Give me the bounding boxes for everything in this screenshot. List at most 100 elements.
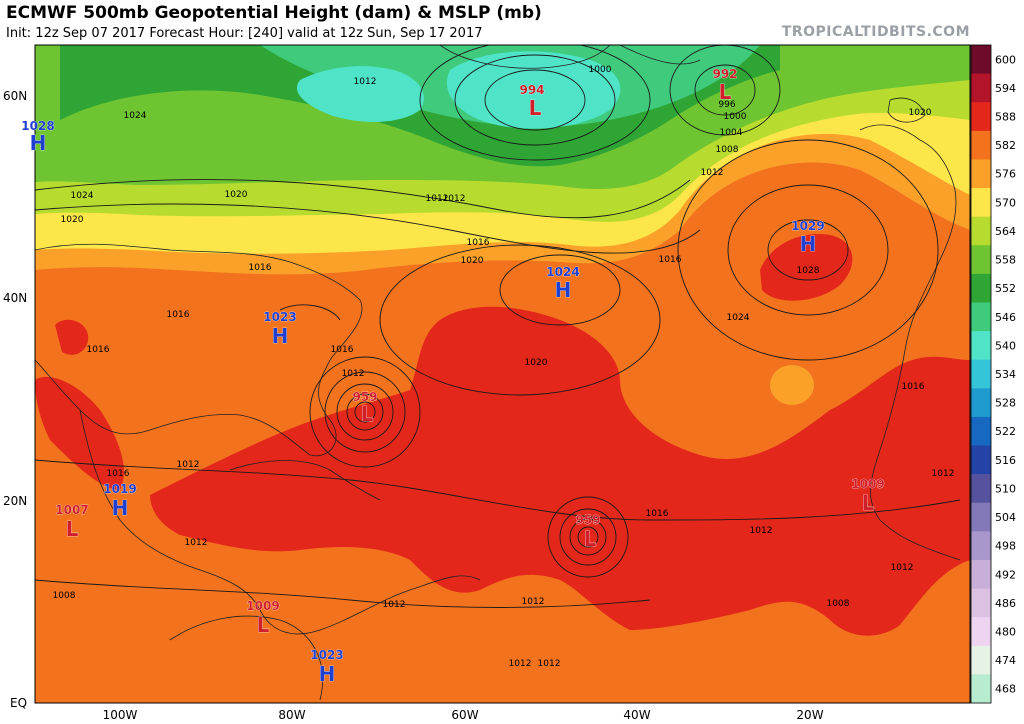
isobar-label: 1016 xyxy=(87,345,110,355)
colorbar-swatch xyxy=(971,531,991,561)
isobar-label: 1012 xyxy=(185,538,208,548)
colorbar-label: 510 xyxy=(995,482,1016,495)
colorbar-label: 576 xyxy=(995,168,1016,181)
height-band-588 xyxy=(150,306,970,636)
colorbar-swatch xyxy=(971,331,991,361)
isobar-label: 1012 xyxy=(342,369,365,379)
colorbar-swatch xyxy=(971,359,991,389)
height-band-576-blob xyxy=(770,365,814,405)
isobar-label: 1012 xyxy=(701,168,724,178)
lat-label-40n: 40N xyxy=(3,291,27,305)
isobar-label: 1012 xyxy=(522,597,545,607)
isobar-label: 1012 xyxy=(383,600,406,610)
low-center-letter: L xyxy=(719,80,732,104)
colorbar-label: 582 xyxy=(995,139,1016,152)
isobar-label: 1008 xyxy=(716,145,739,155)
colorbar-label: 498 xyxy=(995,540,1016,553)
lon-label-100w: 100W xyxy=(103,708,138,722)
low-center-letter: L xyxy=(862,491,875,515)
isobar-label: 1028 xyxy=(797,266,820,276)
colorbar-label: 594 xyxy=(995,82,1016,95)
isobar-label: 1016 xyxy=(107,469,130,479)
high-center-letter: H xyxy=(112,496,129,520)
high-center-value: 1019 xyxy=(103,482,136,496)
high-center-value: 1023 xyxy=(310,648,343,662)
isobar-label: 1004 xyxy=(720,128,743,138)
isobars xyxy=(35,45,961,608)
isobar-label: 1012 xyxy=(891,563,914,573)
coastlines xyxy=(35,45,961,701)
isobar-label: 1016 xyxy=(659,255,682,265)
colorbar-swatch xyxy=(971,617,991,647)
isobar-label: 1000 xyxy=(724,112,747,122)
colorbar-swatch xyxy=(971,130,991,160)
colorbar-swatch xyxy=(971,102,991,132)
isobar-label: 1020 xyxy=(909,108,932,118)
height-band-540 xyxy=(296,66,424,122)
lon-label-40w: 40W xyxy=(623,708,650,722)
height-band-540b xyxy=(446,51,621,129)
colorbar-swatch xyxy=(971,45,991,75)
colorbar-label: 522 xyxy=(995,425,1016,438)
colorbar-label: 468 xyxy=(995,683,1016,696)
high-center-letter: H xyxy=(319,662,336,686)
isobar-label: 1012 xyxy=(750,526,773,536)
isobar-label: 1020 xyxy=(525,358,548,368)
isobar-label: 1020 xyxy=(225,190,248,200)
isobar-label: 1024 xyxy=(124,111,147,121)
high-center-value: 1024 xyxy=(546,265,579,279)
isobar-label: 1012 xyxy=(932,469,955,479)
lat-axis: 60N 40N 20N EQ xyxy=(3,89,27,710)
site-credit: TROPICALTIDBITS.COM xyxy=(781,24,970,40)
colorbar-swatch xyxy=(971,216,991,246)
isobar-label: 1016 xyxy=(902,382,925,392)
colorbar-swatch xyxy=(971,502,991,532)
colorbar-swatch xyxy=(971,674,991,704)
colorbar-label: 588 xyxy=(995,111,1016,124)
colorbar-swatch xyxy=(971,645,991,675)
lat-label-eq: EQ xyxy=(10,696,27,710)
lon-label-80w: 80W xyxy=(278,708,305,722)
lon-axis: 100W 80W 60W 40W 20W xyxy=(103,708,824,722)
low-center-value: 959 xyxy=(575,513,600,527)
isobar-label: 1008 xyxy=(53,591,76,601)
isobar-label: 1024 xyxy=(71,191,94,201)
colorbar-label: 540 xyxy=(995,339,1016,352)
colorbar-swatch xyxy=(971,416,991,447)
isobar-label: 1016 xyxy=(331,345,354,355)
low-center-value: 1007 xyxy=(55,503,88,517)
map-subtitle: Init: 12z Sep 07 2017 Forecast Hour: [24… xyxy=(6,26,483,41)
colorbar-swatch xyxy=(971,388,991,418)
height-band-588-north xyxy=(760,234,853,301)
isobar-label: 1012 xyxy=(354,77,377,87)
map-frame xyxy=(34,44,971,704)
colorbar-label: 552 xyxy=(995,282,1016,295)
low-center-value: 1009 xyxy=(851,477,884,491)
isobar-label: 1020 xyxy=(461,256,484,266)
isobar-label: 1012 xyxy=(443,194,466,204)
isobar-label: 1000 xyxy=(589,65,612,75)
pressure-centers: 1028 H 1023 H 1019 H 1007 L 1009 L 1023 … xyxy=(21,67,885,687)
low-center-letter: L xyxy=(529,96,542,120)
isobar-label: 996 xyxy=(718,100,735,110)
high-center-letter: H xyxy=(800,232,817,256)
colorbar-swatch xyxy=(971,73,991,103)
low-center-letter: L xyxy=(66,517,79,541)
colorbar-label: 564 xyxy=(995,225,1016,238)
colorbar: 600 594 588 582 576 570 564 558 552 546 540 534 528 5… xyxy=(970,44,1016,704)
isobar-labels: 1012 1024 1020 1016 1012 1016 1016 1020 … xyxy=(53,65,955,669)
colorbar-swatch xyxy=(971,188,991,218)
lon-label-20w: 20W xyxy=(796,708,823,722)
colorbar-label: 534 xyxy=(995,368,1016,381)
high-center-letter: H xyxy=(30,131,47,155)
colorbar-swatch xyxy=(971,245,991,275)
height-band-588-west xyxy=(35,376,124,490)
isobar-label: 1008 xyxy=(827,599,850,609)
colorbar-swatch xyxy=(971,159,991,189)
low-center-letter: L xyxy=(361,402,374,426)
height-field xyxy=(35,45,970,703)
low-center-letter: L xyxy=(257,613,270,637)
colorbar-label: 558 xyxy=(995,254,1016,267)
lat-label-60n: 60N xyxy=(3,89,27,103)
high-center-letter: H xyxy=(272,324,289,348)
